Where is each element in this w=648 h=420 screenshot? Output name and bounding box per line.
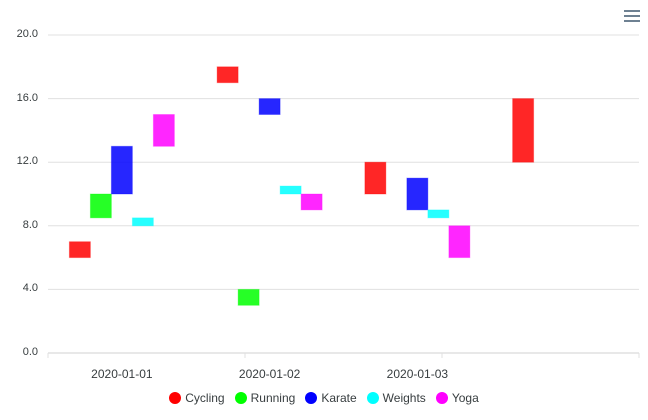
legend-label: Yoga: [451, 391, 479, 405]
legend-item-running[interactable]: Running: [234, 391, 296, 405]
x-tick-label: 2020-01-03: [386, 367, 449, 381]
bar-weights[interactable]: [427, 209, 450, 219]
bar-karate[interactable]: [406, 177, 429, 211]
x-axis: [47, 352, 640, 358]
bar-yoga[interactable]: [448, 225, 471, 259]
bar-running[interactable]: [237, 288, 260, 306]
legend-marker-icon: [169, 392, 182, 404]
y-tick-label: 12.0: [16, 155, 38, 168]
bar-running[interactable]: [89, 193, 112, 219]
bars: [68, 66, 535, 306]
legend-item-yoga[interactable]: Yoga: [435, 391, 479, 405]
bar-weights[interactable]: [279, 185, 302, 195]
bar-karate[interactable]: [258, 98, 281, 115]
x-tick-label: 2020-01-02: [238, 367, 301, 381]
bar-cycling[interactable]: [512, 98, 535, 163]
legend-item-weights[interactable]: Weights: [366, 391, 426, 405]
legend-label: Weights: [382, 391, 426, 405]
bar-cycling[interactable]: [216, 66, 239, 84]
legend-marker-icon: [305, 392, 318, 404]
legend-marker-icon: [366, 392, 379, 404]
bar-yoga[interactable]: [300, 193, 323, 211]
y-tick-label: 0.0: [22, 346, 38, 358]
legend-label: Running: [250, 391, 296, 405]
legend-item-cycling[interactable]: Cycling: [169, 391, 225, 405]
legend: Cycling Running Karate Weights Yoga: [0, 391, 648, 405]
legend-marker-icon: [234, 392, 247, 404]
bar-cycling[interactable]: [68, 241, 91, 259]
y-tick-label: 16.0: [16, 91, 38, 104]
hamburger-menu-icon[interactable]: [624, 10, 640, 23]
legend-item-karate[interactable]: Karate: [305, 391, 357, 405]
bar-yoga[interactable]: [152, 114, 175, 147]
legend-label: Karate: [321, 391, 357, 405]
x-tick-label: 2020-01-01: [91, 367, 153, 381]
y-tick-label: 4.0: [22, 282, 38, 295]
grid-lines: [48, 34, 639, 290]
bar-cycling[interactable]: [364, 161, 387, 195]
y-tick-label: 20.0: [16, 28, 38, 40]
legend-label: Cycling: [185, 391, 225, 405]
legend-marker-icon: [435, 392, 448, 404]
bar-weights[interactable]: [131, 217, 154, 227]
y-tick-label: 8.0: [22, 218, 38, 231]
bar-karate[interactable]: [110, 145, 133, 195]
